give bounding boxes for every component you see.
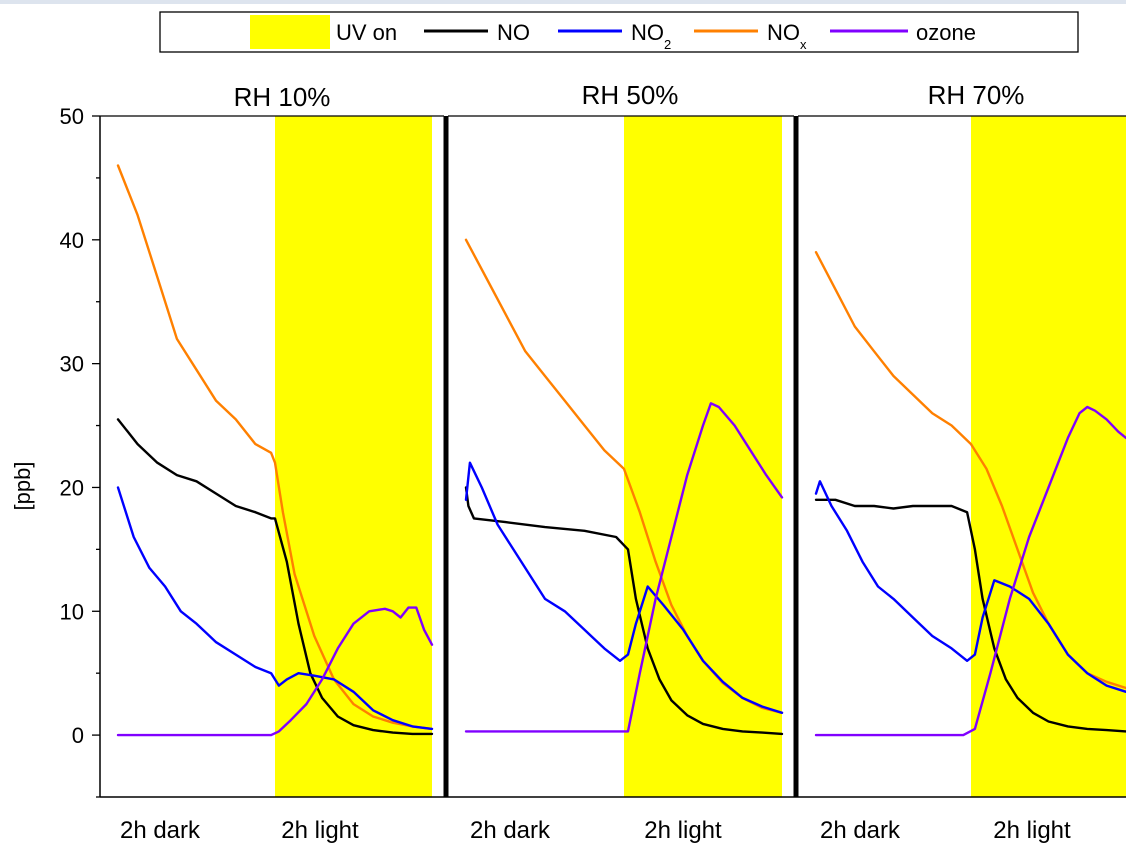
- series-nox-line: [116, 164, 434, 731]
- series-no-line: [814, 498, 1126, 733]
- series-ozone-line: [814, 405, 1126, 737]
- uv-on-region: [624, 116, 782, 797]
- panel-title-rh10: RH 10%: [234, 82, 331, 112]
- top-band: [0, 0, 1126, 4]
- legend-label-uv: UV on: [336, 20, 397, 45]
- series-no-line: [464, 486, 784, 736]
- series-no-line: [116, 418, 434, 736]
- series-no2-line: [116, 486, 434, 731]
- legend: UV on NO NO2 NOx ozone: [159, 11, 1079, 53]
- y-tick-label: 50: [60, 104, 84, 129]
- panel-title-rh70: RH 70%: [928, 80, 1025, 110]
- series-ozone-line: [464, 402, 784, 733]
- legend-label-nox: NOx: [767, 20, 807, 52]
- legend-label-no2: NO2: [631, 20, 671, 52]
- x-label-p3-light: 2h light: [993, 817, 1071, 843]
- x-label-p2-light: 2h light: [644, 817, 722, 843]
- series-ozone-line: [116, 606, 434, 737]
- legend-label-no2-main: NO: [631, 20, 664, 45]
- uv-on-region: [971, 116, 1126, 797]
- y-tick-label: 20: [60, 475, 84, 500]
- legend-label-no: NO: [497, 20, 530, 45]
- y-axis: 0 10 20 30 40 50: [60, 104, 101, 798]
- x-label-p2-dark: 2h dark: [470, 817, 551, 843]
- y-tick-label: 30: [60, 352, 84, 377]
- panel-title-rh50: RH 50%: [582, 80, 679, 110]
- legend-label-nox-main: NO: [767, 20, 800, 45]
- x-label-p1-light: 2h light: [281, 817, 359, 843]
- legend-label-no2-sub: 2: [664, 37, 671, 52]
- y-tick-label: 0: [72, 723, 84, 748]
- panel-3: [798, 115, 1126, 797]
- legend-label-nox-sub: x: [800, 37, 807, 52]
- uv-on-region: [275, 116, 432, 797]
- panel-1: [100, 115, 444, 797]
- y-tick-label: 40: [60, 228, 84, 253]
- legend-label-ozone: ozone: [916, 20, 976, 45]
- y-axis-label: [ppb]: [10, 462, 35, 511]
- x-label-p3-dark: 2h dark: [820, 817, 901, 843]
- series-no2-line: [814, 480, 1126, 693]
- panel-2: [448, 115, 794, 797]
- legend-swatch-uv: [250, 15, 330, 49]
- panels: [100, 115, 1126, 798]
- y-tick-label: 10: [60, 599, 84, 624]
- x-label-p1-dark: 2h dark: [120, 817, 201, 843]
- series-no2-line: [464, 461, 784, 714]
